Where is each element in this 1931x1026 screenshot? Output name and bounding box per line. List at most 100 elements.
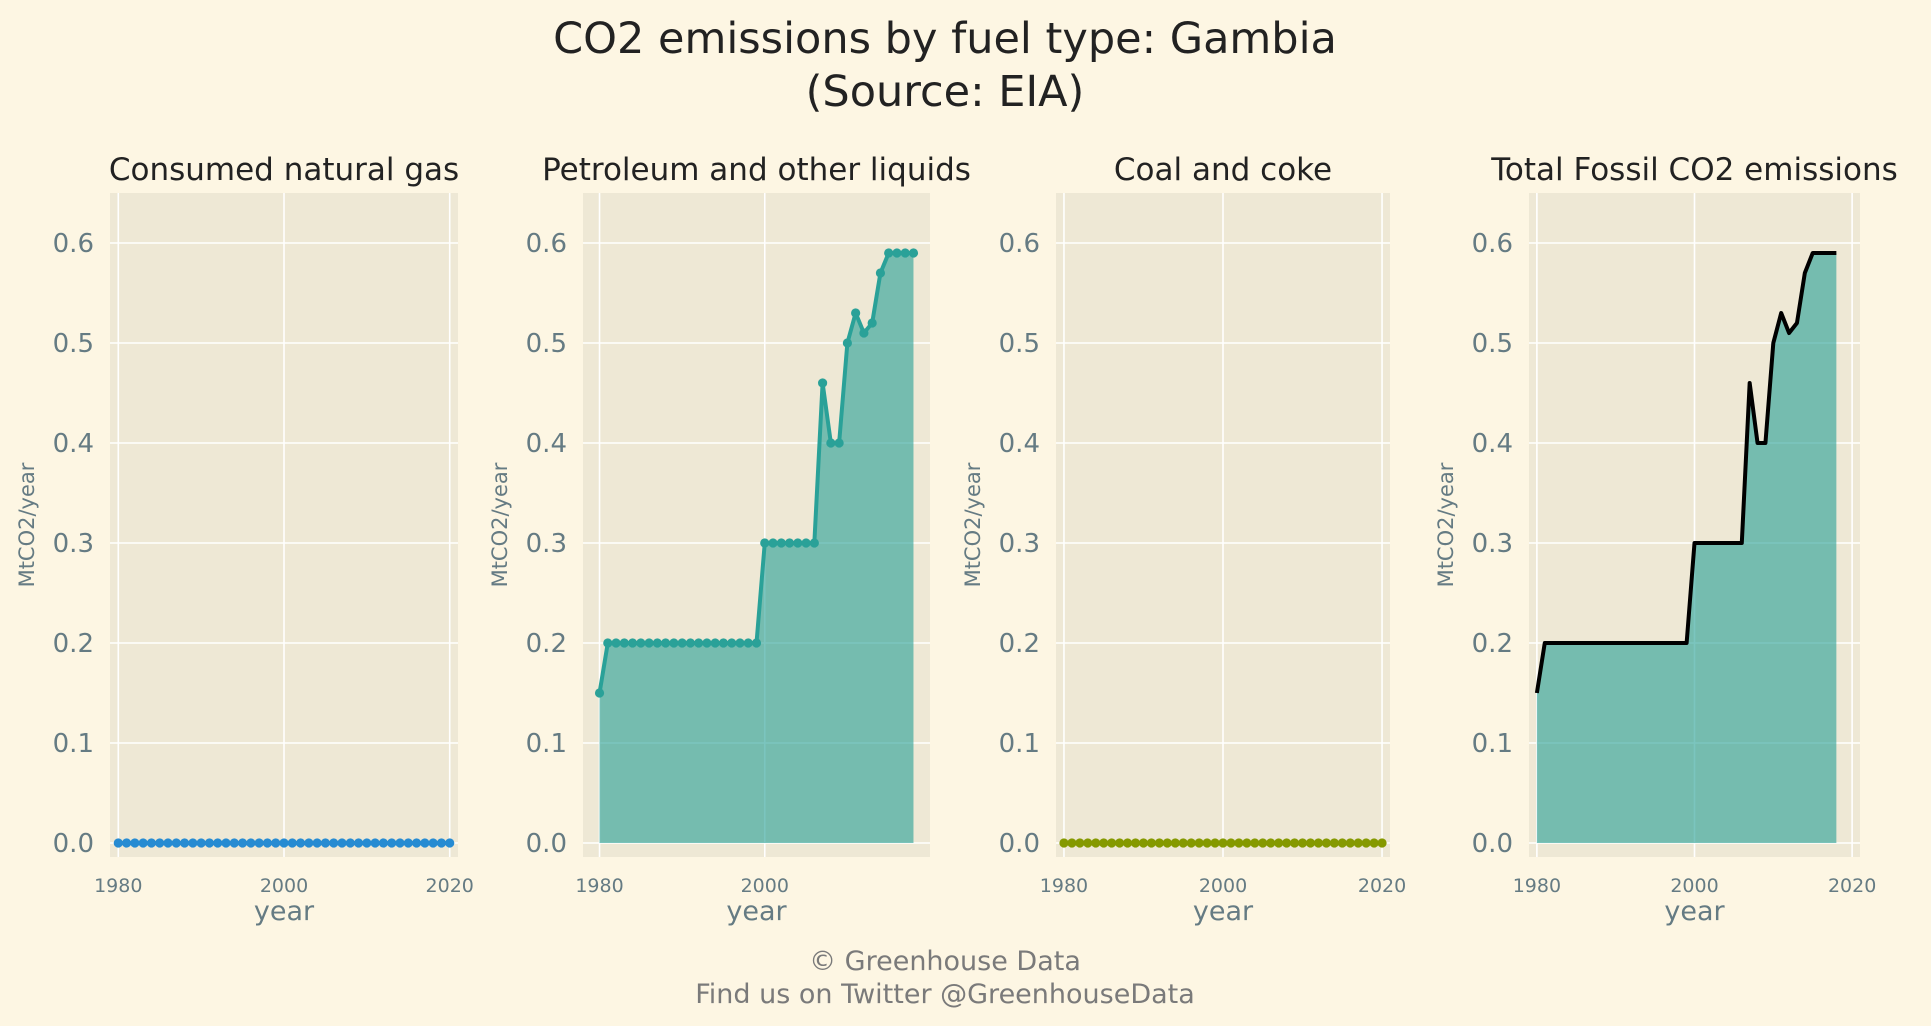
footer-copyright: © Greenhouse Data <box>809 946 1081 977</box>
data-point <box>1146 838 1157 848</box>
figure-subtitle: (Source: EIA) <box>806 67 1085 117</box>
x-axis-label: year <box>726 896 787 927</box>
data-point <box>1162 838 1172 848</box>
data-point <box>627 638 638 648</box>
data-point <box>113 838 123 848</box>
x-tick-label: 1980 <box>575 875 623 897</box>
data-point <box>428 838 438 848</box>
y-tick-label: 0.6 <box>526 229 567 259</box>
data-point <box>727 638 737 648</box>
data-point <box>1321 838 1331 848</box>
data-point <box>179 838 190 848</box>
data-point <box>362 838 372 848</box>
data-point <box>694 638 704 648</box>
x-tick-label: 1980 <box>1513 875 1561 897</box>
data-point <box>196 838 206 848</box>
data-point <box>171 838 181 848</box>
data-point <box>1250 838 1260 848</box>
data-point <box>130 838 140 848</box>
y-tick-label: 0.1 <box>526 729 567 759</box>
data-point <box>1258 838 1268 848</box>
x-tick-label: 2000 <box>1670 875 1718 897</box>
data-point <box>834 438 844 448</box>
y-tick-label: 0.3 <box>53 529 94 559</box>
x-tick-label: 2020 <box>1358 875 1406 897</box>
data-point <box>826 438 836 448</box>
data-point <box>436 838 447 848</box>
data-point <box>237 838 248 848</box>
data-point <box>254 838 264 848</box>
panel-1: 0.0 0.1 0.2 0.3 0.4 0.5 0.6 1980 2000 2020 Consume… <box>15 152 474 927</box>
x-tick-label: 2000 <box>741 875 789 897</box>
data-point <box>188 838 198 848</box>
data-point <box>735 638 745 648</box>
y-tick-label: 0.1 <box>1472 729 1513 759</box>
panel-title: Coal and coke <box>1114 152 1332 188</box>
data-point <box>842 338 852 348</box>
y-tick-label: 0.6 <box>999 229 1040 259</box>
y-axis-label: MtCO2/year <box>1434 462 1458 587</box>
data-point <box>603 638 613 648</box>
data-point <box>1282 838 1292 848</box>
data-point <box>295 838 306 848</box>
y-tick-label: 0.2 <box>53 629 94 659</box>
y-tick-label: 0.5 <box>999 329 1040 359</box>
data-point <box>1138 838 1149 848</box>
data-point <box>875 268 886 278</box>
data-point <box>246 838 256 848</box>
data-point <box>817 378 828 388</box>
data-point <box>387 838 397 848</box>
y-tick-label: 0.4 <box>1472 429 1513 459</box>
data-point <box>636 638 646 648</box>
x-tick-label: 2020 <box>1828 875 1876 897</box>
data-point <box>677 638 687 648</box>
data-point <box>121 838 132 848</box>
data-point <box>1170 838 1180 848</box>
figure-title: CO2 emissions by fuel type: Gambia <box>553 14 1337 64</box>
data-point <box>221 838 231 848</box>
x-axis-label: year <box>1193 896 1254 927</box>
data-point <box>1345 838 1355 848</box>
data-point <box>345 838 355 848</box>
data-point <box>279 838 289 848</box>
data-point <box>304 838 314 848</box>
y-tick-label: 0.2 <box>1472 629 1513 659</box>
y-tick-label: 0.1 <box>999 729 1040 759</box>
panel-3: 0.0 0.1 0.2 0.3 0.4 0.5 0.6 1980 2000 2020 Coal an… <box>961 152 1406 927</box>
data-point <box>801 538 811 548</box>
data-point <box>1266 838 1276 848</box>
data-point <box>809 538 819 548</box>
panel-title: Petroleum and other liquids <box>542 152 971 188</box>
data-point <box>378 838 389 848</box>
panel-2: 0.0 0.1 0.2 0.3 0.4 0.5 0.6 1980 2000 Petroleum a… <box>488 152 971 927</box>
data-point <box>1067 838 1077 848</box>
data-point <box>229 838 239 848</box>
data-point <box>403 838 413 848</box>
y-tick-label: 0.2 <box>999 629 1040 659</box>
data-point <box>1242 838 1252 848</box>
data-point <box>892 248 902 258</box>
data-point <box>1274 838 1284 848</box>
y-tick-label: 0.6 <box>53 229 94 259</box>
y-tick-label: 0.3 <box>1472 529 1513 559</box>
y-tick-label: 0.0 <box>526 829 567 859</box>
data-point <box>329 838 339 848</box>
data-point <box>370 838 380 848</box>
data-point <box>155 838 165 848</box>
x-tick-label: 2000 <box>1199 875 1247 897</box>
y-tick-label: 0.5 <box>1472 329 1513 359</box>
x-axis-label: year <box>254 896 315 927</box>
data-point <box>1353 838 1363 848</box>
data-point <box>1226 838 1236 848</box>
data-point <box>900 248 910 258</box>
data-point <box>1337 838 1347 848</box>
area-fill <box>599 253 914 843</box>
data-point <box>867 318 877 328</box>
y-tick-label: 0.3 <box>999 529 1040 559</box>
data-point <box>1210 838 1220 848</box>
data-point <box>1202 838 1212 848</box>
data-point <box>1075 838 1085 848</box>
x-tick-label: 2020 <box>426 875 474 897</box>
data-point <box>262 838 273 848</box>
data-point <box>652 638 662 648</box>
